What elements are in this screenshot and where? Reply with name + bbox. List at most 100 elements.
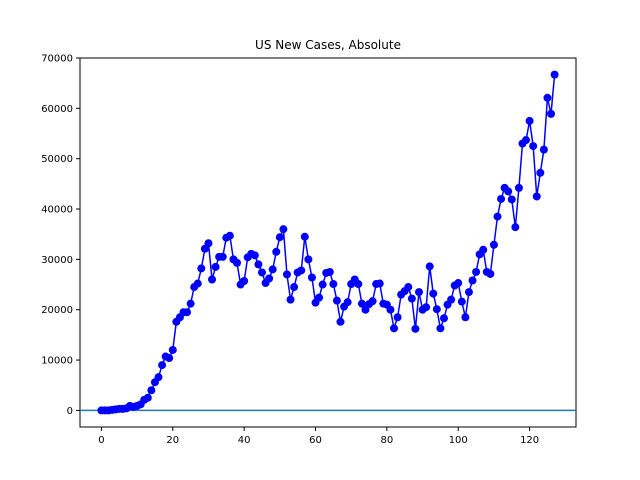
data-point-14 [147, 386, 156, 395]
data-point-92 [425, 262, 434, 271]
data-point-17 [158, 361, 167, 370]
data-point-105 [472, 267, 481, 276]
data-point-87 [407, 294, 416, 303]
x-tick-label-5: 100 [449, 435, 468, 446]
data-point-88 [411, 324, 420, 333]
data-point-34 [218, 252, 227, 261]
data-point-36 [225, 231, 234, 240]
data-point-69 [343, 298, 352, 307]
data-point-124 [539, 145, 548, 154]
data-point-61 [315, 293, 324, 302]
data-point-72 [354, 280, 363, 289]
data-point-81 [386, 305, 395, 314]
y-tick-label-3: 30000 [41, 255, 73, 266]
data-point-96 [439, 314, 448, 323]
data-point-86 [404, 283, 413, 292]
chart-title: US New Cases, Absolute [255, 38, 401, 52]
x-tick-label-6: 120 [520, 435, 539, 446]
data-point-89 [414, 288, 423, 297]
data-point-24 [183, 308, 192, 317]
data-point-47 [265, 274, 274, 283]
data-point-64 [325, 267, 334, 276]
data-point-16 [154, 373, 163, 382]
data-point-53 [286, 295, 295, 304]
y-tick-label-0: 0 [67, 406, 73, 417]
data-point-51 [279, 225, 288, 234]
data-point-95 [436, 324, 445, 333]
data-point-44 [254, 260, 263, 269]
data-point-117 [514, 183, 523, 192]
data-point-67 [336, 317, 345, 326]
data-point-107 [479, 245, 488, 254]
data-point-45 [257, 268, 266, 277]
x-tick-label-4: 80 [381, 435, 394, 446]
data-point-38 [233, 258, 242, 267]
data-point-126 [547, 109, 556, 118]
data-point-115 [507, 195, 516, 204]
y-tick-label-7: 70000 [41, 54, 73, 65]
data-point-20 [168, 345, 177, 354]
data-point-66 [332, 296, 341, 305]
data-point-13 [143, 393, 152, 402]
data-point-100 [454, 279, 463, 288]
y-tick-label-6: 60000 [41, 104, 73, 115]
data-point-98 [447, 295, 456, 304]
data-point-52 [282, 270, 291, 279]
data-point-103 [464, 288, 473, 297]
data-point-49 [272, 247, 281, 256]
data-point-104 [468, 276, 477, 285]
data-point-93 [429, 289, 438, 298]
data-point-101 [457, 297, 466, 306]
data-point-19 [165, 354, 174, 363]
data-point-73 [357, 299, 366, 308]
y-tick-label-5: 50000 [41, 154, 73, 165]
data-point-56 [297, 266, 306, 275]
data-point-57 [300, 232, 309, 241]
data-point-119 [522, 136, 531, 145]
data-point-32 [211, 262, 220, 271]
data-point-30 [204, 239, 213, 248]
data-point-76 [368, 297, 377, 306]
data-point-123 [536, 168, 545, 177]
data-point-109 [486, 269, 495, 278]
data-point-116 [511, 223, 520, 232]
y-tick-label-2: 20000 [41, 305, 73, 316]
data-point-83 [393, 313, 402, 322]
data-point-50 [275, 233, 284, 242]
x-tick-label-3: 60 [309, 435, 322, 446]
data-point-59 [307, 273, 316, 282]
y-tick-label-4: 40000 [41, 205, 73, 216]
data-point-48 [268, 265, 277, 274]
data-point-127 [550, 70, 559, 79]
data-point-27 [193, 279, 202, 288]
y-tick-label-1: 10000 [41, 356, 73, 367]
x-tick-label-2: 40 [238, 435, 251, 446]
data-point-125 [543, 93, 552, 102]
plot-frame [79, 57, 577, 428]
data-point-120 [525, 116, 534, 125]
data-point-121 [529, 142, 538, 151]
data-point-28 [197, 264, 206, 273]
data-point-82 [390, 324, 399, 333]
data-point-122 [532, 192, 541, 201]
data-point-40 [240, 277, 249, 286]
data-point-91 [422, 303, 431, 312]
data-point-54 [290, 283, 299, 292]
data-point-78 [375, 279, 384, 288]
data-point-31 [208, 275, 217, 284]
data-point-25 [186, 299, 195, 308]
series-layer [97, 70, 559, 415]
data-point-112 [497, 194, 506, 203]
data-point-114 [504, 187, 513, 196]
data-point-110 [489, 240, 498, 249]
data-point-111 [493, 212, 502, 221]
axes: 0 20 40 60 80 100 120 0 10000 20000 30000 40000 5000… [41, 54, 577, 446]
data-point-43 [250, 251, 259, 260]
data-point-102 [461, 313, 470, 322]
x-tick-label-1: 20 [166, 435, 179, 446]
x-tick-label-0: 0 [98, 435, 104, 446]
data-point-58 [304, 255, 313, 264]
data-point-94 [432, 305, 441, 314]
